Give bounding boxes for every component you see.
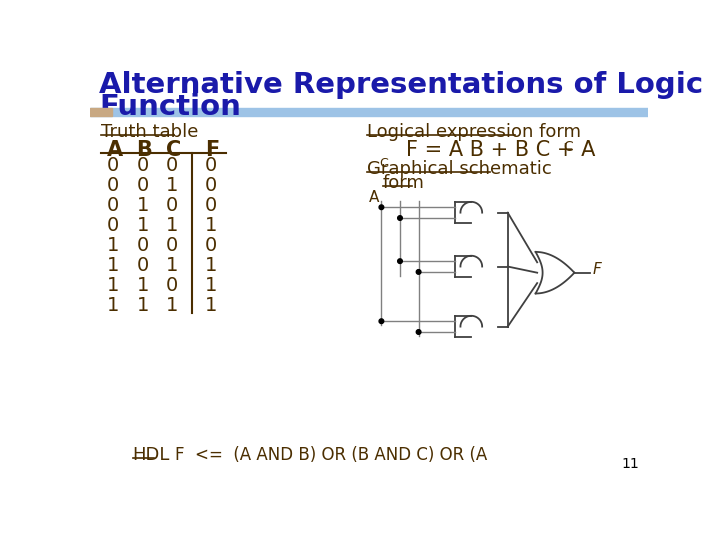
Circle shape [379, 319, 384, 323]
Text: A: A [107, 140, 123, 160]
Text: 0: 0 [137, 256, 149, 275]
Bar [90, 108, 112, 116]
Text: 1: 1 [137, 296, 149, 315]
Text: 0: 0 [166, 236, 179, 255]
Text: 0: 0 [107, 176, 120, 195]
Circle shape [397, 215, 402, 220]
Circle shape [416, 330, 421, 334]
Text: 0: 0 [204, 236, 217, 255]
Text: 1: 1 [107, 256, 120, 275]
Text: 1: 1 [166, 215, 179, 235]
Text: Alternative Representations of Logic: Alternative Representations of Logic [99, 71, 703, 99]
Text: 0: 0 [166, 195, 179, 215]
Text: 1: 1 [107, 276, 120, 295]
Text: 11: 11 [621, 457, 639, 471]
Text: F: F [204, 140, 219, 160]
Text: form: form [383, 174, 425, 192]
Text: 1: 1 [137, 195, 149, 215]
Circle shape [416, 269, 421, 274]
Text: 1: 1 [204, 296, 217, 315]
Text: Truth table: Truth table [101, 123, 198, 141]
Text: 0: 0 [204, 156, 217, 174]
Circle shape [397, 259, 402, 264]
Text: F: F [593, 262, 601, 277]
Circle shape [379, 205, 384, 210]
Text: 0: 0 [204, 176, 217, 195]
Text: 0: 0 [107, 215, 120, 235]
Text: 0: 0 [137, 156, 149, 174]
Text: A: A [369, 190, 379, 205]
Text: 0: 0 [166, 276, 179, 295]
Text: 1: 1 [204, 256, 217, 275]
Text: F = A B + B C + A: F = A B + B C + A [406, 140, 595, 160]
Text: 0: 0 [107, 195, 120, 215]
Text: 0: 0 [166, 156, 179, 174]
Text: 0: 0 [107, 156, 120, 174]
Text: F  <=  (A AND B) OR (B AND C) OR (A: F <= (A AND B) OR (B AND C) OR (A [175, 446, 487, 464]
Text: Function: Function [99, 92, 241, 120]
Text: 0: 0 [204, 195, 217, 215]
Text: 1: 1 [137, 276, 149, 295]
Text: Graphical schematic: Graphical schematic [367, 160, 552, 178]
Text: B: B [137, 140, 153, 160]
Text: HDL: HDL [132, 446, 170, 464]
Text: C: C [379, 157, 388, 170]
Text: 0: 0 [137, 176, 149, 195]
Text: 1: 1 [107, 236, 120, 255]
Text: 1: 1 [166, 296, 179, 315]
Text: 1: 1 [166, 176, 179, 195]
Text: 1: 1 [204, 276, 217, 295]
Text: 1: 1 [166, 256, 179, 275]
Bar [90, 108, 648, 116]
Text: 1: 1 [204, 215, 217, 235]
Text: 1: 1 [107, 296, 120, 315]
Text: C: C [166, 140, 181, 160]
Text: C: C [563, 140, 572, 154]
Text: 1: 1 [137, 215, 149, 235]
Text: Logical expression form: Logical expression form [367, 123, 582, 141]
Text: 0: 0 [137, 236, 149, 255]
